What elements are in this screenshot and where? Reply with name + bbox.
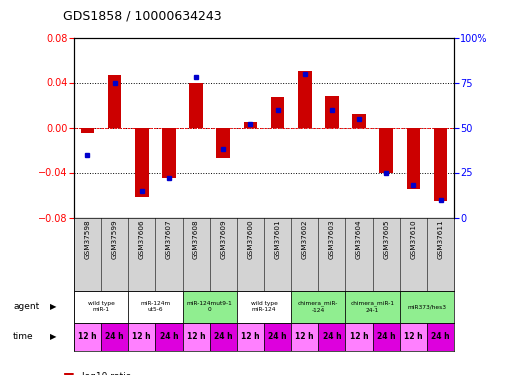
- Text: 12 h: 12 h: [404, 332, 422, 341]
- Bar: [74, 322, 101, 351]
- Bar: [345, 322, 373, 351]
- Text: wild type
miR-124: wild type miR-124: [251, 301, 277, 312]
- Bar: [81, 128, 95, 133]
- Bar: [400, 291, 454, 322]
- Bar: [183, 291, 237, 322]
- Bar: [373, 322, 400, 351]
- Text: GSM37600: GSM37600: [248, 220, 253, 260]
- Text: GSM37605: GSM37605: [383, 220, 389, 260]
- Bar: [298, 71, 312, 128]
- Text: GSM37606: GSM37606: [139, 220, 145, 260]
- Bar: [216, 128, 230, 158]
- Bar: [407, 128, 420, 189]
- Bar: [352, 114, 366, 128]
- Text: time: time: [13, 332, 34, 341]
- Bar: [243, 122, 257, 128]
- Text: GSM37599: GSM37599: [111, 220, 118, 260]
- Bar: [210, 322, 237, 351]
- Bar: [264, 322, 291, 351]
- Text: ■: ■: [63, 370, 75, 375]
- Text: 24 h: 24 h: [431, 332, 450, 341]
- Bar: [325, 96, 338, 128]
- Bar: [183, 322, 210, 351]
- Text: GSM37601: GSM37601: [275, 220, 280, 260]
- Text: GDS1858 / 10000634243: GDS1858 / 10000634243: [63, 9, 222, 22]
- Bar: [128, 322, 155, 351]
- Bar: [380, 128, 393, 172]
- Bar: [101, 322, 128, 351]
- Bar: [291, 322, 318, 351]
- Text: 24 h: 24 h: [323, 332, 341, 341]
- Bar: [128, 291, 183, 322]
- Text: 24 h: 24 h: [214, 332, 232, 341]
- Text: 12 h: 12 h: [78, 332, 97, 341]
- Text: 12 h: 12 h: [241, 332, 260, 341]
- Bar: [108, 75, 121, 128]
- Text: GSM37598: GSM37598: [84, 220, 90, 260]
- Text: chimera_miR-1
24-1: chimera_miR-1 24-1: [351, 301, 394, 312]
- Text: wild type
miR-1: wild type miR-1: [88, 301, 115, 312]
- Text: GSM37608: GSM37608: [193, 220, 199, 260]
- Bar: [345, 291, 400, 322]
- Text: miR-124mut9-1
0: miR-124mut9-1 0: [187, 301, 232, 312]
- Bar: [237, 291, 291, 322]
- Bar: [271, 97, 285, 128]
- Text: chimera_miR-
-124: chimera_miR- -124: [298, 301, 338, 312]
- Text: miR373/hes3: miR373/hes3: [408, 304, 447, 309]
- Text: GSM37603: GSM37603: [329, 220, 335, 260]
- Text: log10 ratio: log10 ratio: [82, 372, 131, 375]
- Bar: [291, 291, 345, 322]
- Text: 12 h: 12 h: [187, 332, 205, 341]
- Text: GSM37602: GSM37602: [301, 220, 308, 260]
- Text: ▶: ▶: [50, 332, 56, 341]
- Bar: [237, 322, 264, 351]
- Bar: [427, 322, 454, 351]
- Text: 12 h: 12 h: [350, 332, 369, 341]
- Text: 24 h: 24 h: [377, 332, 395, 341]
- Bar: [162, 128, 176, 178]
- Text: GSM37607: GSM37607: [166, 220, 172, 260]
- Bar: [74, 291, 128, 322]
- Text: GSM37604: GSM37604: [356, 220, 362, 260]
- Text: ▶: ▶: [50, 302, 56, 311]
- Text: agent: agent: [13, 302, 40, 311]
- Text: GSM37610: GSM37610: [410, 220, 417, 260]
- Text: 12 h: 12 h: [296, 332, 314, 341]
- Text: miR-124m
ut5-6: miR-124m ut5-6: [140, 301, 171, 312]
- Text: 24 h: 24 h: [106, 332, 124, 341]
- Text: GSM37609: GSM37609: [220, 220, 227, 260]
- Bar: [318, 322, 345, 351]
- Bar: [155, 322, 183, 351]
- Bar: [400, 322, 427, 351]
- Bar: [190, 82, 203, 128]
- Text: GSM37611: GSM37611: [438, 220, 444, 260]
- Text: 12 h: 12 h: [133, 332, 151, 341]
- Bar: [433, 128, 447, 201]
- Text: 24 h: 24 h: [159, 332, 178, 341]
- Text: 24 h: 24 h: [268, 332, 287, 341]
- Bar: [135, 128, 148, 197]
